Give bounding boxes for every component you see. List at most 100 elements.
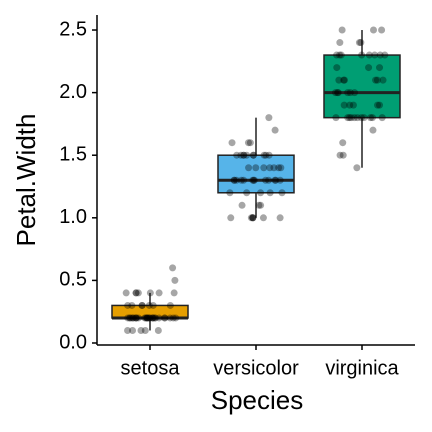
jitter-point [270,164,278,172]
jitter-point [250,176,258,184]
jitter-point [332,89,340,97]
jitter-point [346,101,354,109]
jitter-point [371,51,379,59]
jitter-point [129,314,137,322]
jitter-point [337,51,345,59]
jitter-point [249,151,257,159]
jitter-point [227,214,235,222]
jitter-point [340,76,348,84]
y-tick-label: 0.5 [59,269,87,291]
jitter-point [262,176,270,184]
jitter-point [376,101,384,109]
jitter-point [338,26,346,34]
jitter-point [132,314,140,322]
jitter-point [369,126,377,134]
jitter-point [276,214,284,222]
jitter-point [252,164,260,172]
y-tick-label: 2.5 [59,18,87,40]
y-tick-label: 1.5 [59,143,87,165]
jitter-point [238,201,246,209]
jitter-point [333,51,341,59]
jitter-point [357,114,365,122]
jitter-point [378,26,386,34]
jitter-point [372,76,380,84]
jitter-point [237,151,245,159]
jitter-point [145,314,153,322]
jitter-point [244,139,252,147]
jitter-point [265,176,273,184]
jitter-point [143,314,151,322]
jitter-point [259,214,267,222]
jitter-point [340,76,348,84]
jitter-point [146,289,154,297]
jitter-point [374,101,382,109]
jitter-point [141,314,149,322]
jitter-point [124,326,132,334]
jitter-point [230,176,238,184]
jitter-point [257,201,265,209]
jitter-point [257,189,265,197]
jitter-point [122,289,130,297]
jitter-point [138,301,146,309]
jitter-point [250,176,258,184]
jitter-point [135,314,143,322]
jitter-point [130,314,138,322]
jitter-point [151,314,159,322]
jitter-point [344,114,352,122]
jitter-point [228,139,236,147]
jitter-point [358,51,366,59]
jitter-point [381,51,389,59]
jitter-point [243,151,251,159]
jitter-point [271,176,279,184]
jitter-point [346,89,354,97]
jitter-point [154,326,162,334]
jitter-point [346,114,354,122]
jitter-point [249,214,257,222]
jitter-point [333,64,341,72]
jitter-point [148,314,156,322]
jitter-point [357,39,365,47]
jitter-point [246,139,254,147]
jitter-point [340,101,348,109]
y-tick-label: 1.0 [59,206,87,228]
jitter-point [171,276,179,284]
jitter-point [255,201,263,209]
jitter-point [353,164,361,172]
x-tick-label: versicolor [213,357,299,379]
jitter-point [376,64,384,72]
x-axis-title: Species [211,385,304,415]
jitter-point [347,114,355,122]
jitter-point [365,51,373,59]
jitter-point [366,114,374,122]
jitter-point [355,39,363,47]
jitter-point [149,314,157,322]
jitter-point [368,114,376,122]
jitter-point [232,176,240,184]
jitter-point [132,289,140,297]
jitter-point [262,151,270,159]
jitter-point [138,301,146,309]
jitter-point [126,314,134,322]
jitter-point [144,314,152,322]
jitter-point [161,314,169,322]
jitter-point [239,151,247,159]
x-tick-label: virginica [325,357,399,379]
y-tick-label: 2.0 [59,81,87,103]
jitter-point [360,114,368,122]
jitter-point [124,301,132,309]
jitter-point [333,89,341,97]
jitter-point [278,189,286,197]
jitter-point [350,114,358,122]
jitter-point [369,26,377,34]
jitter-point [332,114,340,122]
jitter-point [265,114,273,122]
jitter-point [128,314,136,322]
jitter-point [240,151,248,159]
box [323,54,401,119]
jitter-point [141,326,149,334]
jitter-point [277,164,285,172]
jitter-point [379,76,387,84]
jitter-point [344,89,352,97]
jitter-point [170,289,178,297]
jitter-point [249,214,257,222]
